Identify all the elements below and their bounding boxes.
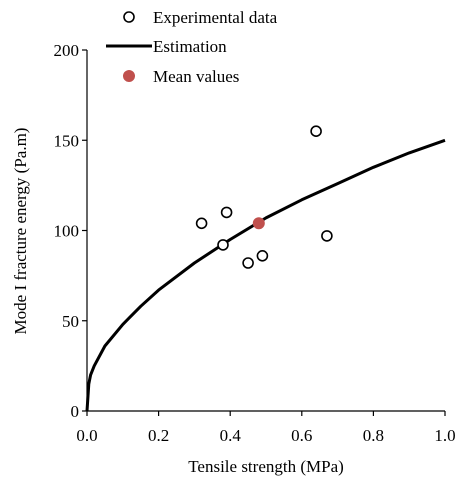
x-tick-label: 0.2 <box>148 426 169 445</box>
experimental-data-point <box>321 230 333 242</box>
legend-label-estimation: Estimation <box>153 37 227 56</box>
y-tick-label: 50 <box>62 312 79 331</box>
x-tick-label: 0.6 <box>291 426 312 445</box>
legend-label-experimental: Experimental data <box>153 8 278 27</box>
experimental-data-point <box>220 206 233 219</box>
axes <box>86 50 445 412</box>
legend-label-mean: Mean values <box>153 67 239 86</box>
experimental-data-point <box>195 217 208 230</box>
legend-marker-experimental <box>123 11 135 23</box>
experimental-data-point <box>217 239 229 251</box>
plot-area <box>85 125 446 412</box>
x-axis-ticks: 0.0 0.2 0.4 0.6 0.8 1.0 <box>76 411 456 445</box>
y-tick-label: 200 <box>54 41 80 60</box>
x-axis-label: Tensile strength (MPa) <box>188 457 344 476</box>
experimental-data-point <box>256 250 269 262</box>
x-tick-label: 0.8 <box>363 426 384 445</box>
estimation-curve <box>85 138 446 412</box>
mean-value-point <box>252 217 265 230</box>
x-tick-label: 0.0 <box>76 426 97 445</box>
legend-marker-mean <box>123 70 135 82</box>
y-tick-label: 150 <box>54 131 80 150</box>
x-tick-label: 0.4 <box>220 426 242 445</box>
y-axis-ticks: 0 50 100 150 200 <box>54 41 87 421</box>
experimental-data-point <box>310 125 322 137</box>
y-tick-label: 0 <box>71 402 80 421</box>
legend: Experimental data Estimation Mean values <box>106 8 278 86</box>
x-tick-label: 1.0 <box>434 426 455 445</box>
y-tick-label: 100 <box>54 222 80 241</box>
y-axis-label: Mode I fracture energy (Pa.m) <box>11 128 30 335</box>
experimental-data-point <box>242 257 254 269</box>
